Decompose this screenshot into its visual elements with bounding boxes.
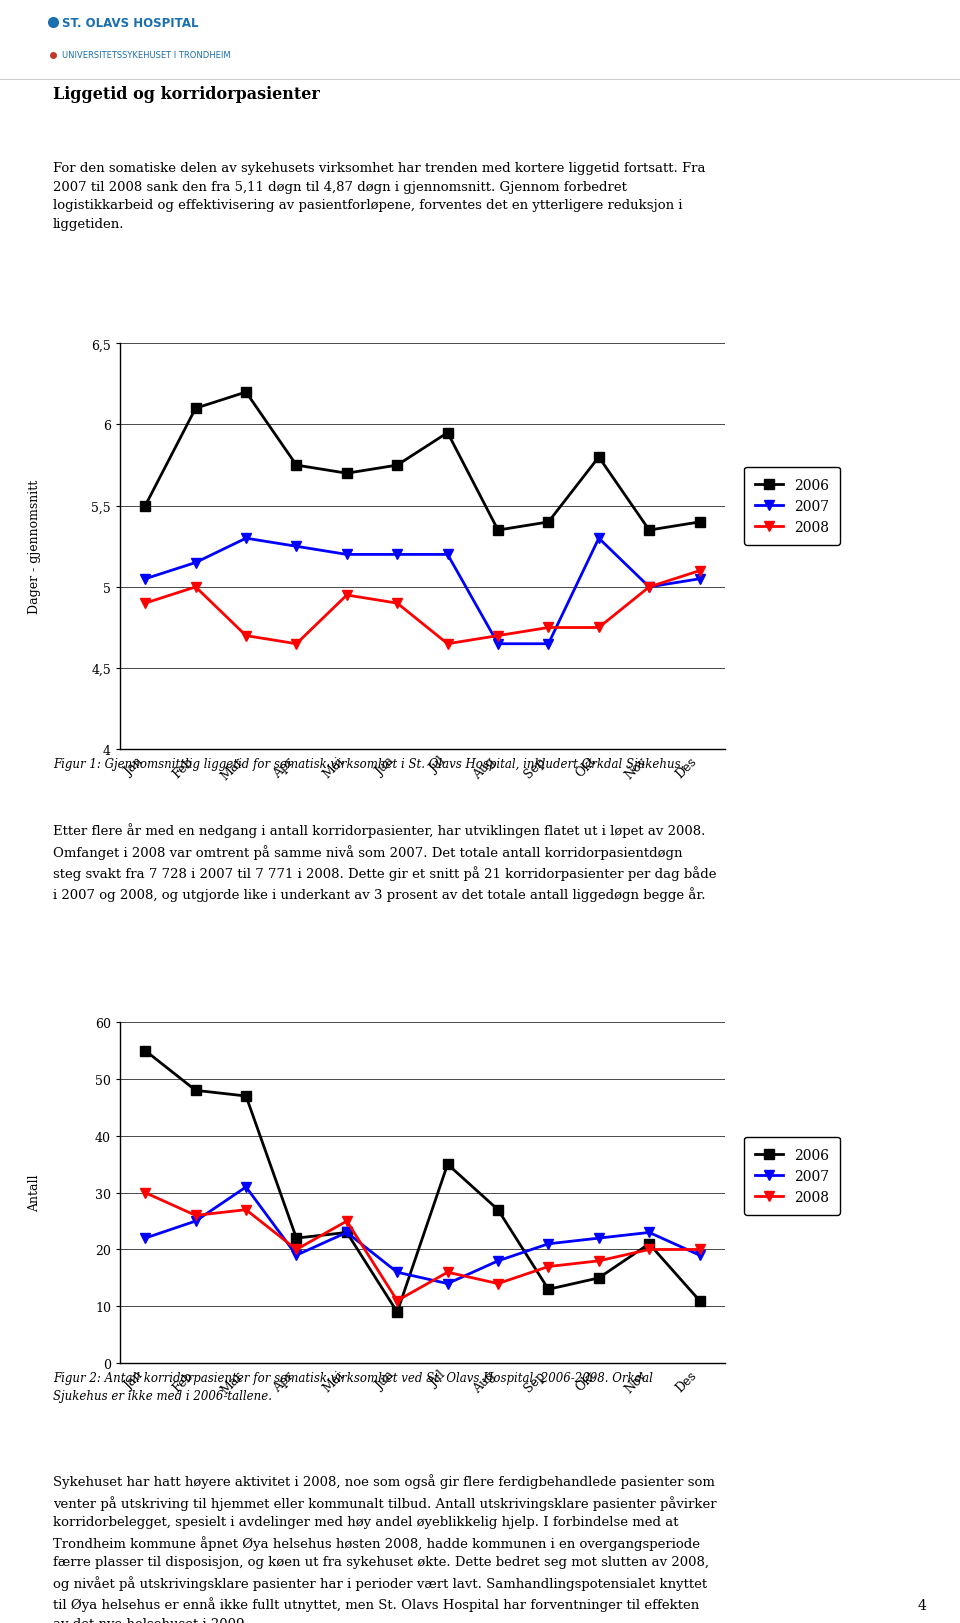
Legend: 2006, 2007, 2008: 2006, 2007, 2008 <box>744 467 840 545</box>
Legend: 2006, 2007, 2008: 2006, 2007, 2008 <box>744 1136 840 1216</box>
Text: Etter flere år med en nedgang i antall korridorpasienter, har utviklingen flatet: Etter flere år med en nedgang i antall k… <box>53 823 716 902</box>
Text: For den somatiske delen av sykehusets virksomhet har trenden med kortere liggeti: For den somatiske delen av sykehusets vi… <box>53 162 706 230</box>
Y-axis label: Dager - gjennomsnitt: Dager - gjennomsnitt <box>29 480 41 613</box>
Text: Sykehuset har hatt høyere aktivitet i 2008, noe som også gir flere ferdigbehandl: Sykehuset har hatt høyere aktivitet i 20… <box>53 1474 716 1623</box>
Y-axis label: Antall: Antall <box>29 1173 41 1212</box>
Text: ST. OLAVS HOSPITAL: ST. OLAVS HOSPITAL <box>62 18 199 31</box>
Text: Figur 1: Gjennomsnittlig liggetid for somatisk virksomhet i St. Olavs Hospital, : Figur 1: Gjennomsnittlig liggetid for so… <box>53 758 684 771</box>
Text: Liggetid og korridorpasienter: Liggetid og korridorpasienter <box>53 86 320 102</box>
Text: 4: 4 <box>917 1599 926 1612</box>
Text: Figur 2: Antall korridorpasienter for somatisk virksomhet ved St. Olavs Hospital: Figur 2: Antall korridorpasienter for so… <box>53 1371 653 1402</box>
Text: UNIVERSITETSSYKEHUSET I TRONDHEIM: UNIVERSITETSSYKEHUSET I TRONDHEIM <box>62 52 231 60</box>
